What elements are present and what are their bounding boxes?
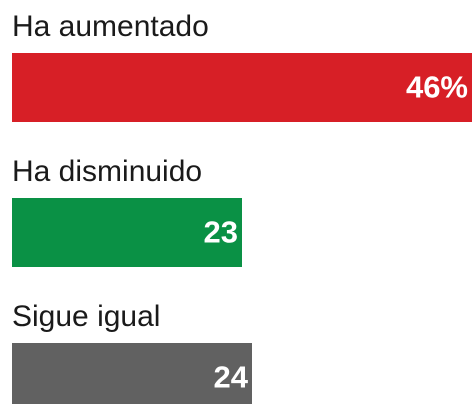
value-label: 46% bbox=[406, 70, 468, 105]
bar bbox=[12, 198, 242, 267]
category-label: Ha aumentado bbox=[12, 10, 209, 43]
category-label: Ha disminuido bbox=[12, 155, 202, 188]
bar bbox=[12, 53, 472, 122]
bar bbox=[12, 343, 252, 404]
value-label: 23 bbox=[204, 215, 238, 250]
category-label: Sigue igual bbox=[12, 300, 160, 333]
value-label: 24 bbox=[214, 360, 249, 395]
